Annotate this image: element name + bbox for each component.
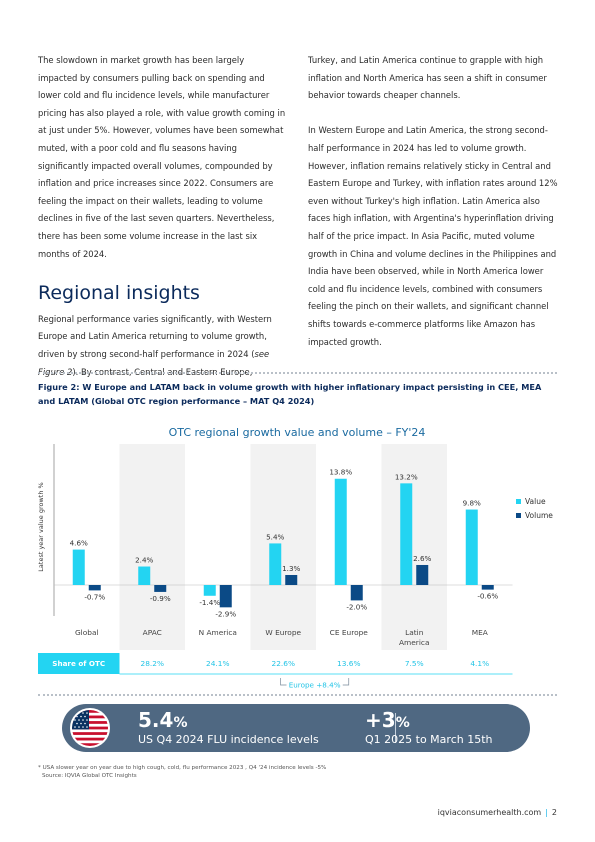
section-heading: Regional insights <box>38 281 200 304</box>
bar-value-2 <box>203 585 216 596</box>
bar-volume-3 <box>285 574 298 585</box>
data-label-value-6: 9.8% <box>463 499 481 508</box>
page-footer: iqviaconsumerhealth.com | 2 <box>438 808 557 817</box>
category-label-5-1: America <box>399 638 430 647</box>
footnote: * USA slower year on year due to high co… <box>38 764 478 780</box>
europe-bracket <box>280 678 350 686</box>
bar-volume-4 <box>350 585 363 601</box>
left-column: The slowdown in market growth has been l… <box>38 52 286 399</box>
legend-label-volume: Volume <box>525 511 553 520</box>
data-label-volume-4: -2.0% <box>346 602 367 611</box>
bar-volume-0 <box>88 585 101 591</box>
us-flag-icon <box>70 708 110 748</box>
bar-volume-2 <box>219 585 232 608</box>
shaded-column-5 <box>381 444 447 650</box>
bar-value-4 <box>334 478 347 585</box>
bar-volume-1 <box>154 585 167 592</box>
stat-q1-change-value: +3% <box>365 708 410 732</box>
data-label-volume-1: -0.9% <box>150 594 171 603</box>
data-label-volume-6: -0.6% <box>477 592 498 601</box>
regional-growth-chart: OTC regional growth value and volume – F… <box>37 426 553 690</box>
us-flu-callout: 5.4% US Q4 2024 FLU incidence levels +3%… <box>62 704 530 752</box>
right-column: Turkey, and Latin America continue to gr… <box>308 52 558 369</box>
data-label-value-5: 13.2% <box>395 472 418 481</box>
stat-flu-incidence-label: US Q4 2024 FLU incidence levels <box>138 733 319 746</box>
stat-q1-change-label: Q1 2025 to March 15th <box>365 733 493 746</box>
left-paragraph-2: Regional performance varies significantl… <box>38 311 286 381</box>
share-value-2: 24.1% <box>206 659 229 668</box>
callout-divider <box>395 713 396 743</box>
data-label-value-3: 5.4% <box>266 532 284 541</box>
para2-text-start: Regional performance varies significantl… <box>38 313 272 359</box>
share-label: Share of OTC <box>52 659 105 668</box>
data-label-value-4: 13.8% <box>329 468 352 477</box>
footer-site-link[interactable]: iqviaconsumerhealth.com <box>437 808 542 817</box>
legend-swatch-volume <box>516 513 521 518</box>
europe-bracket-label: Europe +8.4% <box>289 681 341 690</box>
share-label-box <box>38 653 120 674</box>
section-divider-bottom <box>38 694 557 696</box>
category-label-0-0: Global <box>75 628 99 637</box>
data-label-volume-0: -0.7% <box>84 592 105 601</box>
footnote-source: Source: IQVIA Global OTC Insights <box>42 773 137 779</box>
left-paragraph-1: The slowdown in market growth has been l… <box>38 55 286 259</box>
bar-value-1 <box>138 566 151 585</box>
legend-swatch-value <box>516 499 521 504</box>
category-label-2-0: N America <box>199 628 237 637</box>
bar-volume-6 <box>481 585 494 590</box>
section-divider-top <box>38 372 557 374</box>
share-value-5: 7.5% <box>405 659 424 668</box>
bar-value-5 <box>400 483 413 585</box>
figure-title: Figure 2: W Europe and LATAM back in vol… <box>38 382 542 406</box>
shaded-column-1 <box>119 444 185 650</box>
data-label-volume-3: 1.3% <box>282 564 300 573</box>
category-label-1-0: APAC <box>143 628 162 637</box>
footnote-line-1: * USA slower year on year due to high co… <box>38 765 327 771</box>
share-value-4: 13.6% <box>337 659 360 668</box>
category-label-4-0: CE Europe <box>330 628 369 637</box>
share-value-3: 22.6% <box>272 659 295 668</box>
para2-text-end: ). By contrast, Central and Eastern Euro… <box>72 366 253 377</box>
shaded-column-3 <box>250 444 316 650</box>
legend-label-value: Value <box>525 497 546 506</box>
data-label-volume-2: -2.9% <box>215 609 236 618</box>
bar-value-6 <box>465 509 478 585</box>
data-label-volume-5: 2.6% <box>413 554 431 563</box>
data-label-value-1: 2.4% <box>135 556 153 565</box>
page-number: 2 <box>551 808 557 817</box>
share-value-6: 4.1% <box>470 659 489 668</box>
figure-reference-link[interactable]: see Figure 2 <box>38 348 270 377</box>
bar-value-0 <box>72 549 85 585</box>
share-value-1: 28.2% <box>141 659 164 668</box>
bar-value-3 <box>269 543 282 585</box>
bar-volume-5 <box>416 564 429 585</box>
data-label-value-2: -1.4% <box>199 598 220 607</box>
right-paragraph-1: Turkey, and Latin America continue to gr… <box>308 55 547 101</box>
category-label-3-0: W Europe <box>265 628 301 637</box>
right-paragraph-2: In Western Europe and Latin America, the… <box>308 125 558 347</box>
stat-flu-incidence-value: 5.4% <box>138 708 188 732</box>
category-label-6-0: MEA <box>472 628 488 637</box>
chart-title: OTC regional growth value and volume – F… <box>169 426 426 439</box>
footer-separator: | <box>545 808 548 817</box>
data-label-value-0: 4.6% <box>70 539 88 548</box>
y-axis-label: Latest year value growth % <box>37 482 45 571</box>
category-label-5-0: Latin <box>405 628 424 637</box>
